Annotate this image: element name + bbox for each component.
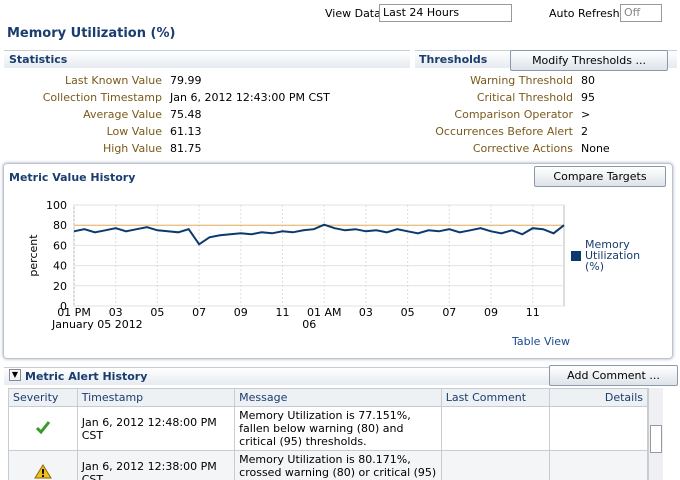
x-tick-label: 07 — [442, 306, 456, 319]
column-header: Details — [548, 388, 648, 407]
history-panel — [3, 163, 673, 359]
date-label: 06 — [302, 318, 316, 331]
view-data-select[interactable]: Last 24 Hours — [379, 4, 512, 22]
x-tick-label: 09 — [234, 306, 248, 319]
column-header: Severity — [8, 388, 78, 407]
stat-label: Last Known Value — [65, 74, 162, 87]
header-bar — [4, 50, 410, 68]
date-label: January 05 2012 — [51, 318, 143, 331]
alert-comment — [440, 406, 550, 451]
stat-value: None — [581, 142, 610, 155]
page-title: Memory Utilization (%) — [7, 26, 176, 41]
y-tick-label: 40 — [53, 260, 67, 273]
column-header: Timestamp — [76, 388, 236, 407]
legend-label: Memory Utilization (%) — [585, 238, 641, 273]
stat-value: 2 — [581, 125, 588, 138]
y-tick-label: 20 — [53, 280, 67, 293]
legend-swatch — [571, 251, 581, 261]
x-tick-label: 07 — [192, 306, 206, 319]
stat-value: 80 — [581, 74, 595, 87]
stat-label: Warning Threshold — [470, 74, 573, 87]
alert-message: Memory Utilization is 77.151%, fallen be… — [234, 406, 442, 451]
stat-label: Corrective Actions — [472, 142, 573, 155]
stat-value: 95 — [581, 91, 595, 104]
x-tick-label: 01 PM — [57, 306, 91, 319]
plot-area — [73, 204, 565, 307]
alert-details — [548, 406, 648, 451]
alert-timestamp: Jan 6, 2012 12:38:00 PM CST — [76, 450, 236, 480]
stat-label: Collection Timestamp — [42, 91, 162, 104]
x-tick-label: 11 — [276, 306, 290, 319]
y-tick-label: 0 — [60, 300, 67, 313]
y-axis-label: percent — [27, 234, 40, 277]
column-header: Message — [234, 388, 442, 407]
x-tick-label: 03 — [359, 306, 373, 319]
x-tick-label: 11 — [526, 306, 540, 319]
alert-row: ! Jan 6, 2012 12:38:00 PM CST Memory Utili… — [8, 450, 648, 480]
severity-icon — [8, 406, 78, 451]
stat-value: 61.13 — [170, 125, 202, 138]
modify-thresholds-button[interactable]: Modify Thresholds ... — [510, 50, 668, 71]
severity-icon: ! — [8, 450, 78, 480]
stat-label: Low Value — [106, 125, 162, 138]
collapse-icon[interactable]: ▼ — [9, 369, 21, 381]
compare-targets-button[interactable]: Compare Targets — [534, 166, 666, 187]
x-tick-label: 09 — [484, 306, 498, 319]
stat-value: 79.99 — [170, 74, 202, 87]
alert-row: Jan 6, 2012 12:48:00 PM CST Memory Utiliz… — [8, 406, 648, 451]
auto-refresh-select[interactable]: Off — [620, 4, 662, 22]
table-view-link[interactable]: Table View — [512, 335, 571, 348]
thresholds-title: Thresholds — [419, 53, 488, 66]
alert-table: Severity Timestamp Message Last Comment Deta… — [8, 388, 648, 480]
auto-refresh-label: Auto Refresh — [549, 7, 620, 20]
alert-timestamp: Jan 6, 2012 12:48:00 PM CST — [76, 406, 236, 451]
x-tick-label: 05 — [401, 306, 415, 319]
stat-value: Jan 6, 2012 12:43:00 PM CST — [170, 91, 330, 104]
history-title: Metric Value History — [9, 171, 136, 184]
stat-value: 81.75 — [170, 142, 202, 155]
y-tick-label: 100 — [46, 199, 67, 212]
stat-label: Average Value — [83, 108, 162, 121]
stat-label: Comparison Operator — [454, 108, 573, 121]
x-tick-label: 03 — [109, 306, 123, 319]
header-bar — [4, 367, 677, 385]
alert-details — [548, 450, 648, 480]
header-row: Severity Timestamp Message Last Comment Deta… — [8, 388, 648, 407]
x-tick-label: 05 — [150, 306, 164, 319]
scroll-thumb[interactable] — [650, 425, 662, 453]
stat-label: Occurrences Before Alert — [435, 125, 573, 138]
stat-value: 75.48 — [170, 108, 202, 121]
alert-table-wrap: Severity Timestamp Message Last Comment Deta… — [8, 388, 648, 480]
add-comment-button[interactable]: Add Comment ... — [549, 365, 678, 386]
y-tick-label: 60 — [53, 239, 67, 252]
stat-label: Critical Threshold — [476, 91, 573, 104]
alert-message: Memory Utilization is 80.171%, crossed w… — [234, 450, 442, 480]
stat-label: High Value — [103, 142, 162, 155]
x-tick-label: 01 AM — [307, 306, 342, 319]
column-header: Last Comment — [440, 388, 550, 407]
statistics-title: Statistics — [9, 53, 68, 66]
svg-text:!: ! — [40, 467, 45, 479]
alert-history-title: Metric Alert History — [25, 370, 148, 383]
stat-value: > — [581, 108, 591, 121]
y-tick-label: 80 — [53, 219, 67, 232]
alert-comment — [440, 450, 550, 480]
series-line — [73, 223, 565, 246]
view-data-label: View Data — [325, 7, 381, 20]
